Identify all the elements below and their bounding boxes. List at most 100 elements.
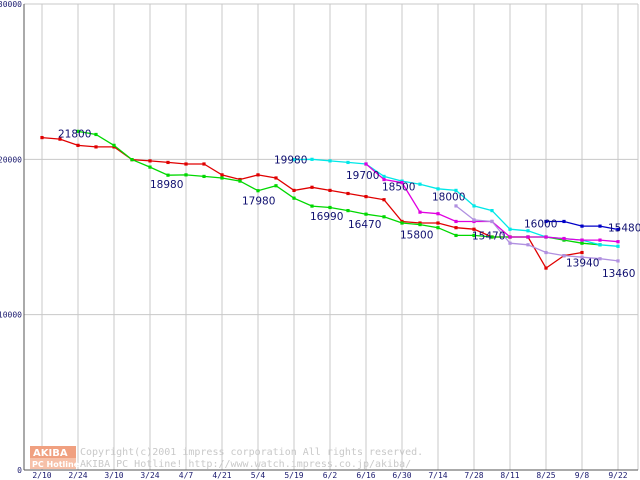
data-point-cyan	[328, 159, 332, 163]
data-point-green	[328, 205, 332, 210]
data-point-magenta	[382, 177, 386, 182]
series-lines	[40, 129, 620, 270]
data-label: 21800	[58, 128, 91, 140]
data-point-green	[436, 226, 440, 230]
data-label: 15470	[472, 231, 505, 243]
x-tick-label: 2/10	[32, 471, 51, 480]
data-point-cyan	[526, 229, 530, 233]
series-blue	[544, 219, 620, 232]
data-point-magenta	[598, 238, 602, 242]
data-point-red	[544, 266, 548, 270]
data-point-blue	[562, 219, 566, 224]
data-point-lavender	[490, 219, 494, 224]
y-tick-label: 30000	[0, 0, 22, 9]
data-point-magenta	[418, 210, 422, 214]
data-point-red	[346, 191, 350, 196]
x-tick-label: 7/14	[428, 471, 447, 480]
data-point-lavender	[580, 255, 584, 259]
data-point-cyan	[292, 158, 296, 162]
series-lavender	[454, 204, 620, 263]
data-point-green	[148, 165, 152, 169]
data-point-red	[184, 162, 188, 166]
x-tick-label: 9/8	[575, 471, 590, 480]
data-point-red	[76, 143, 80, 147]
data-label: 16990	[310, 211, 343, 223]
data-point-green	[130, 158, 134, 162]
x-tick-label: 6/16	[356, 471, 375, 480]
data-point-green	[76, 129, 80, 133]
series-red	[40, 135, 584, 270]
x-tick-label: 9/22	[608, 471, 627, 480]
data-point-blue	[616, 227, 620, 232]
data-label: 15480	[608, 223, 640, 235]
x-tick-label: 8/25	[536, 471, 555, 480]
data-point-green	[418, 222, 422, 227]
data-point-red	[364, 195, 368, 199]
data-point-magenta	[508, 235, 512, 239]
y-axis-ticks: 0 10000 20000 30000	[0, 0, 22, 475]
data-point-green	[382, 215, 386, 219]
data-label: 16470	[348, 219, 381, 231]
data-point-green	[454, 233, 458, 238]
data-labels: 21800 18980 17980 19980 16990 19700 16470 18500…	[58, 128, 640, 280]
data-point-cyan	[454, 188, 458, 192]
logo-akiba: AKIBA	[33, 448, 68, 459]
data-label: 15800	[400, 230, 433, 242]
data-point-green	[400, 221, 404, 225]
data-point-red	[94, 145, 98, 149]
data-point-green	[274, 184, 278, 188]
data-label: 19700	[346, 170, 379, 182]
data-point-blue	[544, 219, 548, 224]
data-point-green	[292, 196, 296, 200]
data-point-lavender	[508, 241, 512, 245]
data-point-cyan	[616, 244, 620, 248]
data-label: 18980	[150, 179, 183, 191]
data-point-red	[220, 173, 224, 177]
data-point-green	[220, 176, 224, 180]
data-point-green	[346, 208, 350, 213]
data-point-cyan	[598, 243, 602, 247]
data-point-red	[472, 227, 476, 231]
data-point-red	[454, 226, 458, 230]
x-tick-label: 7/28	[464, 471, 483, 480]
data-point-lavender	[454, 204, 458, 208]
data-point-lavender	[526, 243, 530, 247]
data-point-cyan	[418, 182, 422, 186]
data-point-blue	[598, 224, 602, 228]
data-point-green	[472, 233, 476, 238]
data-point-magenta	[580, 238, 584, 242]
logo-pc-hotline: PC Hotline!	[32, 460, 83, 469]
data-point-magenta	[364, 162, 368, 166]
data-label: 17980	[242, 196, 275, 208]
credit-url-text: AKIBA PC Hotline! http://www.watch.impre…	[80, 459, 411, 470]
data-point-magenta	[454, 219, 458, 224]
data-point-magenta	[526, 235, 530, 239]
data-label: 18000	[432, 191, 465, 203]
data-point-red	[202, 162, 206, 166]
data-point-cyan	[472, 204, 476, 208]
data-point-green	[202, 174, 206, 179]
axes	[23, 4, 638, 471]
data-point-green	[238, 179, 242, 183]
data-point-magenta	[400, 181, 404, 185]
data-point-cyan	[346, 160, 350, 165]
x-tick-label: 4/7	[179, 471, 194, 480]
y-tick-label: 10000	[0, 311, 22, 320]
data-point-red	[256, 173, 260, 177]
data-label: 16000	[524, 218, 557, 230]
data-point-green	[580, 241, 584, 245]
data-point-green	[94, 132, 98, 137]
data-point-red	[328, 188, 332, 192]
data-point-green	[364, 212, 368, 216]
x-tick-label: 6/30	[392, 471, 411, 480]
data-point-red	[40, 135, 44, 140]
copyright-watermark: AKIBA PC Hotline! Copyright(c)2001 impre…	[30, 446, 423, 470]
data-point-cyan	[436, 187, 440, 191]
data-point-green	[256, 189, 260, 193]
data-point-lavender	[562, 254, 566, 258]
data-point-lavender	[616, 259, 620, 263]
y-tick-label: 0	[17, 466, 22, 475]
data-point-cyan	[490, 208, 494, 213]
data-point-red	[436, 221, 440, 225]
copyright-text: Copyright(c)2001 impress corporation All…	[80, 447, 423, 458]
